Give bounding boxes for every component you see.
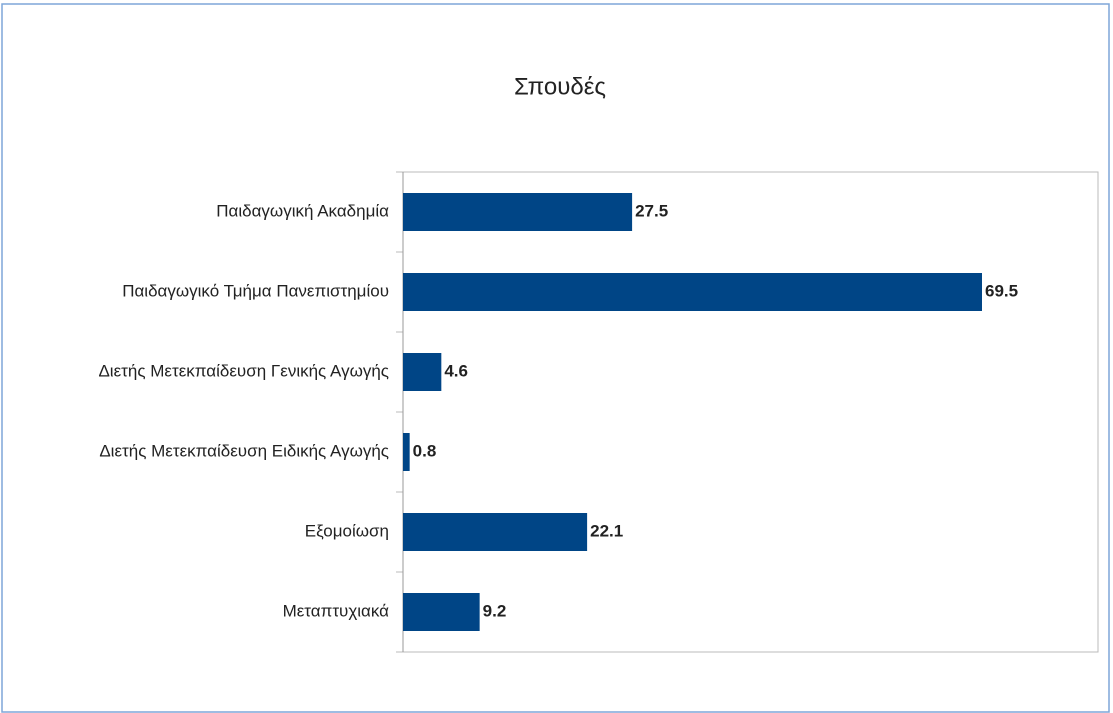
data-label: 4.6	[444, 361, 468, 380]
bar	[403, 433, 410, 471]
data-label: 22.1	[590, 521, 623, 540]
category-label: Μεταπτυχιακά	[283, 601, 390, 620]
category-label: Διετής Μετεκπαίδευση Γενικής Αγωγής	[98, 361, 389, 380]
category-label: Διετής Μετεκπαίδευση Ειδικής Αγωγής	[99, 441, 389, 460]
data-label: 27.5	[635, 201, 668, 220]
bar	[403, 353, 442, 391]
frame	[1, 3, 1110, 713]
data-label: 0.8	[413, 441, 437, 460]
bar	[403, 513, 588, 551]
data-label: 9.2	[483, 601, 507, 620]
bar	[403, 593, 480, 631]
category-label: Εξομοίωση	[305, 521, 389, 540]
data-label: 69.5	[985, 281, 1018, 300]
category-label: Παιδαγωγικό Τμήμα Πανεπιστημίου	[122, 281, 389, 300]
category-label: Παιδαγωγική Ακαδημία	[216, 201, 389, 220]
chart-title: Σπουδές	[514, 73, 606, 100]
bar	[403, 273, 982, 311]
bar	[403, 193, 633, 231]
